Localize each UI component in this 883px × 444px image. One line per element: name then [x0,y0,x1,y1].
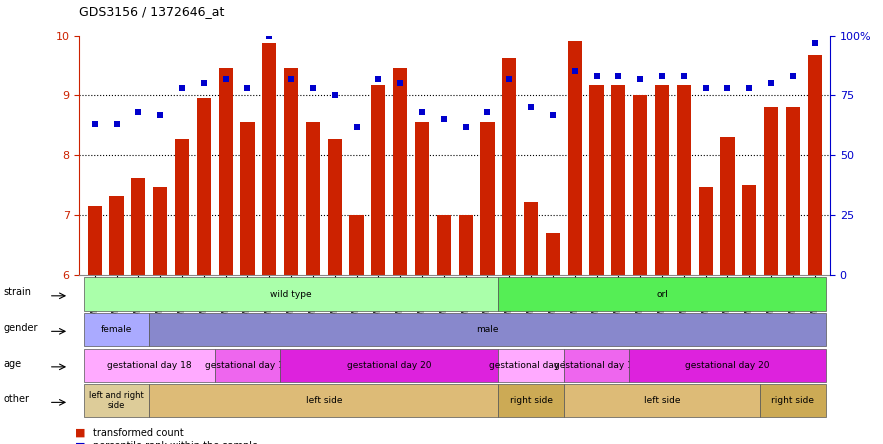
Point [415,109,429,116]
Text: male: male [476,325,499,334]
Point [175,85,189,92]
Bar [240,123,254,275]
Text: gender: gender [4,323,38,333]
Text: right side: right side [509,396,553,405]
Point [524,104,538,111]
Point [132,109,146,116]
Point [743,85,757,92]
Bar [87,206,102,275]
Bar [786,107,800,275]
Text: transformed count: transformed count [93,428,184,438]
Bar [132,178,146,275]
Point [458,123,472,130]
Bar [175,139,189,275]
Point [808,39,822,46]
Bar [808,55,822,275]
Point [262,32,276,39]
Bar [284,68,298,275]
Point [393,80,407,87]
Bar [655,85,669,275]
Point [568,68,582,75]
Text: gestational day 19: gestational day 19 [555,361,639,370]
Point [219,75,233,82]
Bar [590,85,604,275]
Text: ■: ■ [75,428,86,438]
Bar [698,186,713,275]
Text: gestational day 19: gestational day 19 [205,361,290,370]
Bar [546,234,560,275]
Point [306,85,320,92]
Text: wild type: wild type [270,289,312,299]
Bar [676,85,691,275]
Bar [502,58,517,275]
Bar [197,99,211,275]
Bar [328,139,342,275]
Point [284,75,298,82]
Bar [109,195,124,275]
Point [153,111,167,118]
Text: age: age [4,358,22,369]
Point [611,73,625,80]
Text: orl: orl [656,289,668,299]
Point [87,121,102,128]
Bar [306,123,320,275]
Bar [721,137,735,275]
Bar [633,95,647,275]
Point [372,75,386,82]
Point [480,109,494,116]
Bar [393,68,407,275]
Point [633,75,647,82]
Text: left side: left side [644,396,680,405]
Point [721,85,735,92]
Text: other: other [4,394,30,404]
Point [109,121,124,128]
Point [197,80,211,87]
Point [502,75,517,82]
Bar [153,187,167,275]
Text: strain: strain [4,287,32,297]
Point [350,123,364,130]
Text: GDS3156 / 1372646_at: GDS3156 / 1372646_at [79,5,225,18]
Bar [480,123,494,275]
Point [437,116,451,123]
Text: left side: left side [306,396,342,405]
Bar [764,107,778,275]
Point [764,80,778,87]
Text: percentile rank within the sample: percentile rank within the sample [93,441,258,444]
Point [546,111,560,118]
Point [786,73,800,80]
Text: gestational day 18: gestational day 18 [489,361,573,370]
Bar [743,186,757,275]
Bar [219,68,233,275]
Bar [415,123,429,275]
Bar [611,85,625,275]
Point [676,73,691,80]
Point [698,85,713,92]
Bar [458,215,472,275]
Point [590,73,604,80]
Text: right side: right side [772,396,814,405]
Bar [437,215,451,275]
Bar [371,85,386,275]
Text: female: female [101,325,132,334]
Text: gestational day 20: gestational day 20 [347,361,432,370]
Point [655,73,669,80]
Bar [262,43,276,275]
Text: ■: ■ [75,441,86,444]
Point [240,85,254,92]
Text: gestational day 18: gestational day 18 [107,361,192,370]
Bar [350,215,364,275]
Text: left and right
side: left and right side [89,391,144,410]
Bar [524,202,539,275]
Point [328,92,342,99]
Bar [568,41,582,275]
Text: gestational day 20: gestational day 20 [685,361,770,370]
